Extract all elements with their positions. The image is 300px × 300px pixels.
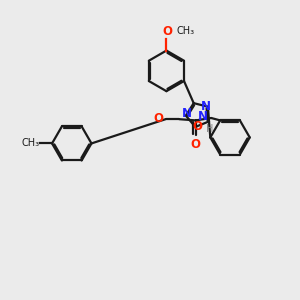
Text: N: N	[198, 110, 208, 123]
Text: N: N	[201, 100, 211, 113]
Text: CH₃: CH₃	[21, 138, 39, 148]
Text: O: O	[190, 138, 200, 151]
Text: H: H	[206, 124, 213, 134]
Text: CH₃: CH₃	[177, 26, 195, 36]
Text: N: N	[182, 107, 191, 120]
Text: O: O	[153, 112, 164, 125]
Text: O: O	[163, 25, 172, 38]
Text: O: O	[193, 120, 203, 134]
